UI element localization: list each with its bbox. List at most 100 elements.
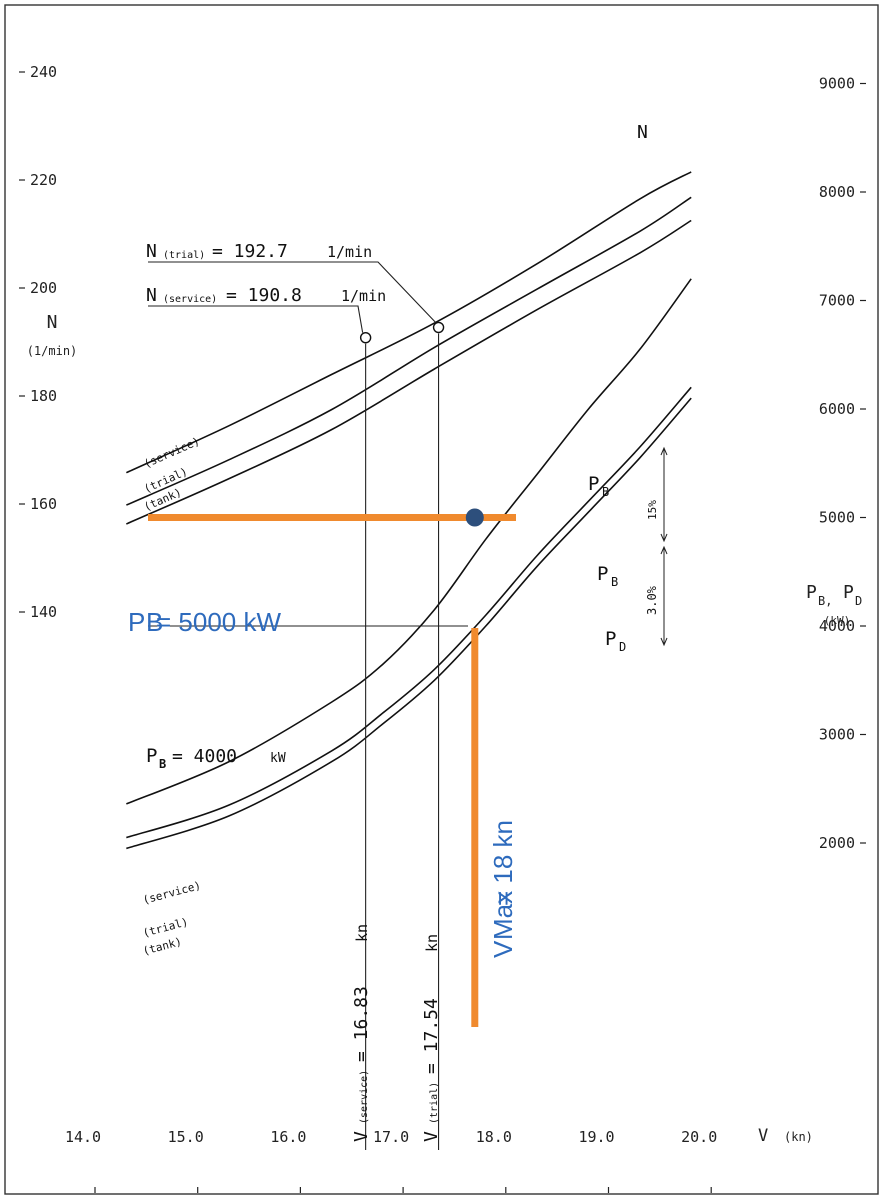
svg-text:P: P	[128, 607, 145, 637]
chart-frame	[4, 4, 879, 1195]
left-tick-label: 240	[30, 63, 57, 81]
margin-arrow-head	[660, 446, 668, 456]
n-trial-marker	[432, 321, 445, 334]
svg-text:(trial): (trial)	[163, 250, 205, 261]
svg-text:P: P	[843, 582, 854, 603]
svg-text:= 190.8: = 190.8	[226, 285, 302, 306]
right-tick-label: 2000	[819, 834, 855, 852]
svg-text:kW: kW	[270, 751, 286, 766]
left-tick-label: 200	[30, 279, 57, 297]
margin-arrow-head	[660, 545, 668, 555]
svg-text:P: P	[605, 628, 616, 650]
svg-text:V: V	[488, 940, 518, 958]
svg-text:N: N	[146, 285, 157, 306]
svg-text:B: B	[602, 485, 609, 499]
right-tick-label: 7000	[819, 292, 855, 310]
label-n-curve: N	[637, 122, 648, 143]
curve-power-tank	[126, 397, 692, 850]
annotation-pb-4000: P B = 4000 kW	[146, 745, 286, 771]
left-axis-unit: (1/min)	[27, 344, 78, 358]
svg-text:= 16.83: = 16.83	[351, 986, 372, 1062]
x-tick-label: 17.0	[373, 1128, 409, 1146]
left-tick-label: 160	[30, 495, 57, 513]
curve-rpm-trial	[126, 196, 692, 506]
svg-text:kn: kn	[423, 934, 441, 952]
margin-arrow-head	[660, 637, 668, 647]
svg-text:kn: kn	[353, 924, 371, 942]
right-tick-label: 6000	[819, 400, 855, 418]
svg-text:B: B	[611, 575, 618, 589]
guide-lines	[148, 261, 468, 1150]
label-pb-upper: P B	[588, 473, 609, 499]
margin-arrow-head	[660, 533, 668, 543]
margin-3-label: 3.0%	[645, 585, 659, 615]
svg-text:= 18 kn: = 18 kn	[488, 820, 518, 906]
annotation-pb-5000: P B = 5000 kW	[128, 607, 281, 637]
annotation-vmax: V Max = 18 kn	[488, 820, 518, 958]
svg-text:(service): (service)	[359, 1070, 370, 1124]
tag-p-trial: (trial)	[141, 915, 189, 940]
left-tick-label: 180	[30, 387, 57, 405]
x-tick-label: 14.0	[65, 1128, 101, 1146]
svg-text:B,: B,	[818, 594, 832, 608]
x-axis-label: V	[758, 1126, 768, 1146]
curve-rpm-tank	[126, 219, 692, 525]
svg-text:(trial): (trial)	[429, 1082, 440, 1124]
annotation-v-trial: V (trial) = 17.54 kn	[421, 934, 442, 1142]
right-tick-label: 9000	[819, 75, 855, 93]
svg-text:V: V	[421, 1131, 442, 1142]
x-tick-label: 15.0	[168, 1128, 204, 1146]
left-axis-label: N	[47, 312, 58, 333]
svg-text:(service): (service)	[163, 294, 217, 305]
operating-point-highlight	[148, 508, 516, 1027]
svg-text:D: D	[619, 640, 626, 654]
tag-p-service: (service)	[141, 879, 202, 907]
margin-arrows	[660, 446, 668, 647]
svg-text:P: P	[806, 582, 817, 603]
curve-rpm-service	[126, 171, 692, 474]
right-axis-unit: (kW)	[824, 614, 851, 627]
svg-text:= 5000 kW: = 5000 kW	[156, 607, 281, 637]
right-tick-label: 3000	[819, 726, 855, 744]
tag-n-service: (service)	[142, 435, 202, 471]
x-tick-label: 20.0	[681, 1128, 717, 1146]
svg-text:V: V	[351, 1131, 372, 1142]
svg-text:B: B	[146, 607, 163, 637]
x-axis-unit: (kn)	[784, 1130, 813, 1144]
x-axis-ticks: 14.0 15.0 16.0 17.0 18.0 19.0 20.0	[65, 1128, 717, 1193]
right-axis-ticks: 2000 3000 4000 5000 6000 7000 9000 8000	[819, 75, 866, 852]
svg-text:P: P	[588, 473, 599, 495]
performance-curves	[126, 171, 692, 850]
svg-text:= 17.54: = 17.54	[421, 998, 442, 1074]
margin-15-label: 15%	[646, 500, 659, 520]
x-tick-label: 18.0	[476, 1128, 512, 1146]
svg-text:P: P	[146, 745, 157, 767]
x-tick-label: 16.0	[270, 1128, 306, 1146]
svg-text:N: N	[146, 241, 157, 262]
left-tick-label: 220	[30, 171, 57, 189]
operating-point-marker	[465, 508, 484, 527]
svg-text:= 4000: = 4000	[172, 746, 237, 767]
label-pb-lower: P B	[597, 563, 618, 589]
curve-power-trial	[126, 386, 692, 839]
svg-text:P: P	[597, 563, 608, 585]
leader-n-trial	[148, 261, 436, 323]
annotation-v-service: V (service) = 16.83 kn	[351, 924, 372, 1142]
svg-text:1/min: 1/min	[341, 287, 386, 305]
left-tick-label: 140	[30, 603, 57, 621]
annotation-n-trial: N (trial) = 192.7 1/min	[146, 241, 372, 262]
right-tick-label: 4000	[819, 617, 855, 635]
svg-text:Max: Max	[488, 891, 518, 940]
svg-text:1/min: 1/min	[327, 243, 372, 261]
label-pd: P D	[605, 628, 626, 654]
right-tick-label: 8000	[819, 183, 855, 201]
svg-text:D: D	[855, 594, 862, 608]
leader-n-service	[148, 305, 364, 333]
svg-text:B: B	[159, 757, 166, 771]
right-axis-label: P B, P D	[806, 582, 862, 608]
curve-power-service	[126, 278, 692, 805]
annotation-n-service: N (service) = 190.8 1/min	[146, 285, 386, 306]
x-tick-label: 19.0	[578, 1128, 614, 1146]
left-axis-ticks: 140 160 180 200 220 240	[19, 63, 57, 621]
